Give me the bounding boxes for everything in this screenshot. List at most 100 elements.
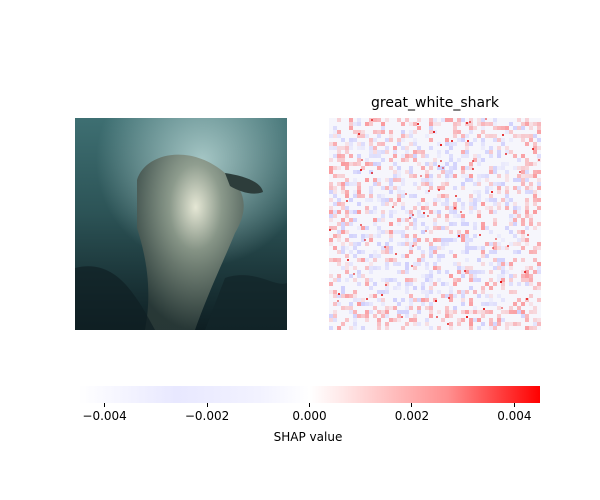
heatmap-hot-pixel (401, 316, 403, 318)
heatmap-cell (453, 134, 457, 138)
heatmap-cell (409, 122, 413, 126)
heatmap-cell (501, 138, 505, 142)
heatmap-cell (401, 202, 405, 206)
heatmap-cell (429, 118, 433, 122)
heatmap-cell (405, 226, 409, 230)
heatmap-cell (525, 198, 529, 202)
heatmap-cell (513, 258, 517, 262)
heatmap-cell (505, 162, 509, 166)
heatmap-cell (517, 230, 521, 234)
heatmap-cell (437, 266, 441, 270)
heatmap-cell (405, 238, 409, 242)
heatmap-cell (357, 270, 361, 274)
heatmap-cell (397, 230, 401, 234)
heatmap-cell (329, 290, 333, 294)
heatmap-cell (489, 262, 493, 266)
heatmap-cell (417, 322, 421, 326)
heatmap-cell (481, 158, 485, 162)
heatmap-cell (361, 314, 365, 318)
heatmap-cell (461, 206, 465, 210)
heatmap-cell (357, 250, 361, 254)
heatmap-cell (489, 166, 493, 170)
heatmap-cell (517, 306, 521, 310)
heatmap-cell (401, 206, 405, 210)
heatmap-cell (421, 150, 425, 154)
heatmap-cell (373, 282, 377, 286)
heatmap-hot-pixel (455, 195, 457, 197)
heatmap-cell (429, 250, 433, 254)
heatmap-cell (449, 174, 453, 178)
heatmap-cell (537, 222, 541, 226)
heatmap-cell (409, 194, 413, 198)
heatmap-cell (525, 326, 529, 330)
heatmap-cell (461, 174, 465, 178)
heatmap-hot-pixel (527, 234, 529, 236)
heatmap-cell (413, 130, 417, 134)
heatmap-cell (457, 322, 461, 326)
heatmap-cell (345, 266, 349, 270)
heatmap-cell (461, 202, 465, 206)
heatmap-cell (489, 322, 493, 326)
heatmap-cell (377, 182, 381, 186)
heatmap-cell (401, 138, 405, 142)
heatmap-cell (353, 254, 357, 258)
heatmap-cell (401, 194, 405, 198)
heatmap-cell (365, 158, 369, 162)
heatmap-cell (449, 166, 453, 170)
heatmap-cell (529, 250, 533, 254)
heatmap-cell (537, 206, 541, 210)
heatmap-cell (333, 190, 337, 194)
heatmap-cell (389, 250, 393, 254)
heatmap-cell (333, 214, 337, 218)
heatmap-cell (357, 162, 361, 166)
heatmap-cell (521, 126, 525, 130)
heatmap-cell (417, 162, 421, 166)
heatmap-cell (517, 250, 521, 254)
heatmap-cell (349, 274, 353, 278)
heatmap-cell (441, 238, 445, 242)
heatmap-cell (457, 266, 461, 270)
heatmap-cell (497, 182, 501, 186)
heatmap-cell (497, 186, 501, 190)
heatmap-cell (361, 142, 365, 146)
heatmap-cell (333, 146, 337, 150)
heatmap-cell (437, 150, 441, 154)
heatmap-cell (409, 210, 413, 214)
heatmap-cell (389, 130, 393, 134)
heatmap-cell (437, 122, 441, 126)
heatmap-cell (437, 174, 441, 178)
heatmap-cell (353, 210, 357, 214)
heatmap-cell (537, 146, 541, 150)
heatmap-cell (513, 154, 517, 158)
heatmap-cell (433, 162, 437, 166)
heatmap-cell (505, 326, 509, 330)
heatmap-cell (429, 166, 433, 170)
heatmap-cell (353, 170, 357, 174)
heatmap-cell (417, 258, 421, 262)
heatmap-cell (513, 206, 517, 210)
heatmap-cell (445, 306, 449, 310)
heatmap-cell (529, 126, 533, 130)
heatmap-cell (425, 182, 429, 186)
colorbar-tick (206, 403, 208, 407)
heatmap-cell (397, 302, 401, 306)
heatmap-cell (453, 130, 457, 134)
heatmap-cell (485, 254, 489, 258)
heatmap-cell (401, 130, 405, 134)
heatmap-cell (397, 318, 401, 322)
heatmap-cell (373, 254, 377, 258)
heatmap-cell (481, 310, 485, 314)
heatmap-cell (517, 242, 521, 246)
heatmap-cell (461, 218, 465, 222)
heatmap-cell (389, 318, 393, 322)
heatmap-cell (425, 206, 429, 210)
heatmap-cell (361, 234, 365, 238)
heatmap-cell (369, 198, 373, 202)
heatmap-cell (489, 310, 493, 314)
heatmap-cell (377, 198, 381, 202)
heatmap-cell (401, 122, 405, 126)
heatmap-cell (417, 214, 421, 218)
heatmap-cell (465, 238, 469, 242)
heatmap-cell (501, 142, 505, 146)
heatmap-cell (457, 318, 461, 322)
